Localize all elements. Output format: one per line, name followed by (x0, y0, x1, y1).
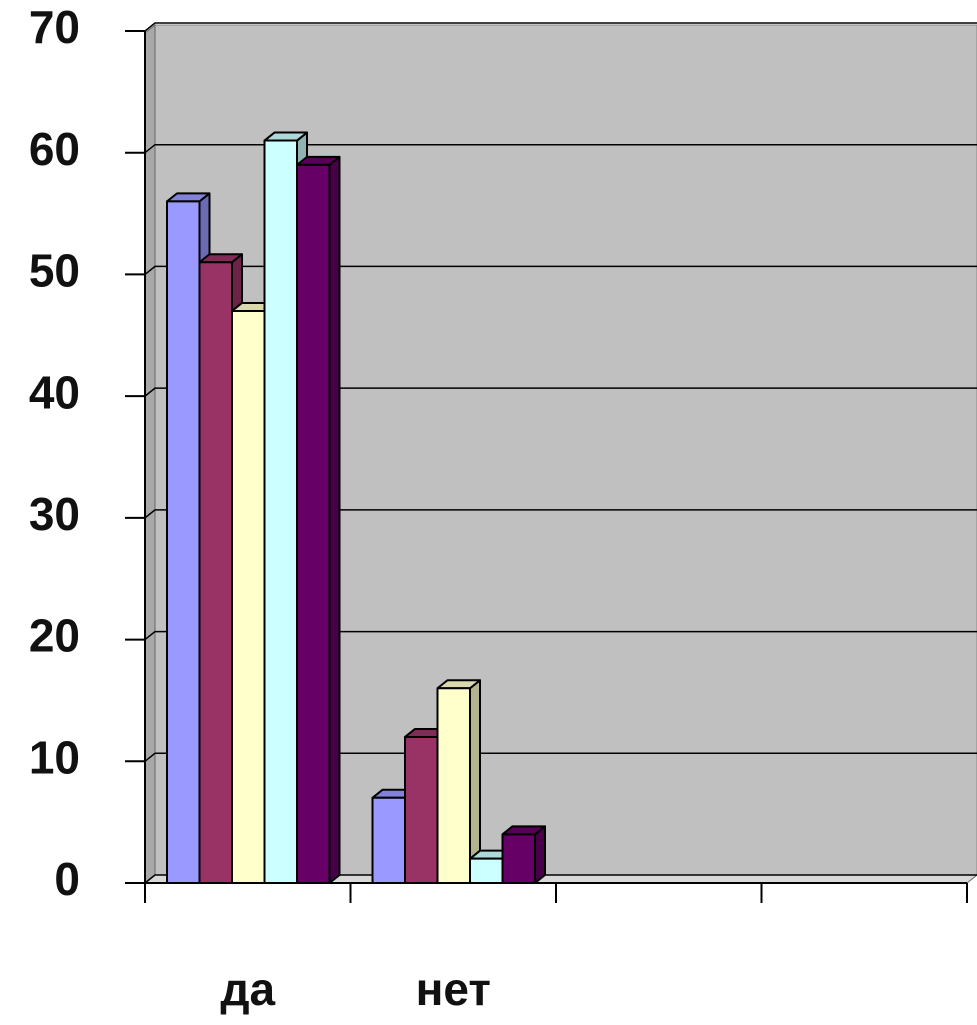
grid-line (144, 387, 977, 397)
y-tick-label: 10 (29, 731, 80, 783)
grid-line (144, 874, 977, 884)
y-tick-label: 60 (29, 123, 80, 175)
y-tick-label: 50 (29, 245, 80, 297)
y-tick-label: 40 (29, 366, 80, 418)
y-tick-label: 70 (29, 1, 80, 53)
grid-line (144, 143, 977, 154)
bar-front (436, 687, 471, 884)
y-tick-label: 30 (29, 488, 80, 540)
bar-side (534, 825, 546, 884)
y-tick-label: 20 (29, 610, 80, 662)
grid-line (144, 265, 977, 276)
bar (501, 825, 546, 884)
bar-front (166, 200, 201, 884)
bar-front (469, 857, 504, 885)
bar-front (231, 309, 266, 884)
x-tick-label: да (220, 963, 275, 1015)
x-tick-label: нет (416, 963, 491, 1015)
bar-side (328, 155, 341, 884)
bar (296, 155, 341, 884)
bar (436, 679, 481, 884)
bar-front (263, 139, 298, 885)
bar-front (404, 735, 439, 885)
bar-front (198, 261, 233, 884)
bar-front (501, 833, 536, 884)
grid-line (144, 22, 977, 32)
grid-line (144, 752, 977, 762)
grid-line (144, 509, 977, 519)
y-tick-label: 0 (54, 853, 80, 905)
grid-line (144, 630, 977, 641)
bar-front (296, 163, 331, 884)
bar-front (371, 796, 406, 884)
